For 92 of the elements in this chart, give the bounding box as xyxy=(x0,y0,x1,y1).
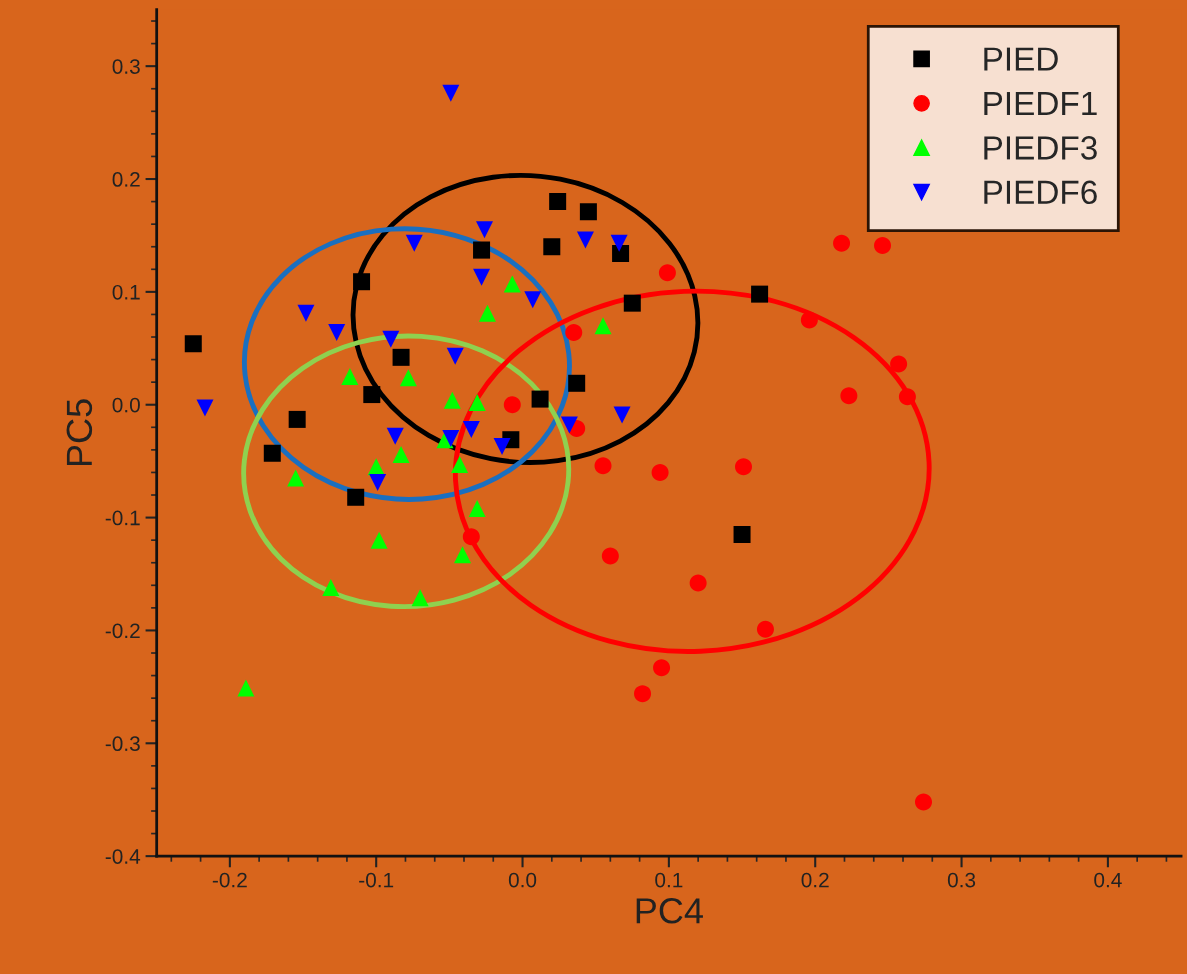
y-tick-label: 0.0 xyxy=(112,397,140,413)
point xyxy=(475,221,493,239)
point xyxy=(442,84,460,102)
point xyxy=(651,463,669,481)
point xyxy=(549,193,567,211)
point xyxy=(287,469,305,487)
point xyxy=(341,368,359,386)
point xyxy=(840,387,858,405)
point xyxy=(446,347,464,365)
x-tick-label: 0.0 xyxy=(508,872,537,888)
point xyxy=(524,291,542,309)
point xyxy=(751,285,769,303)
point xyxy=(874,237,892,255)
point xyxy=(623,294,641,312)
point xyxy=(579,203,597,221)
point xyxy=(462,421,480,439)
point xyxy=(468,393,486,411)
point xyxy=(454,546,472,564)
point xyxy=(568,374,586,392)
point xyxy=(369,474,387,492)
point xyxy=(405,234,423,252)
y-axis-title: PC5 xyxy=(66,399,93,466)
legend-label: PIED xyxy=(984,47,1058,71)
point xyxy=(322,579,340,597)
x-tick-label: 0.4 xyxy=(1094,872,1122,888)
point xyxy=(288,410,306,428)
point xyxy=(503,275,521,293)
point xyxy=(653,659,671,677)
point xyxy=(328,324,346,342)
point xyxy=(184,335,202,353)
point xyxy=(634,685,652,703)
point xyxy=(442,430,460,448)
x-tick-label: 0.1 xyxy=(655,872,683,888)
point xyxy=(733,526,751,544)
y-tick-label: -0.3 xyxy=(105,736,140,752)
point xyxy=(370,531,388,549)
point xyxy=(462,528,480,546)
point xyxy=(594,317,612,335)
point xyxy=(297,304,315,322)
point xyxy=(658,264,676,282)
point xyxy=(353,273,371,291)
y-tick-label: -0.2 xyxy=(105,623,140,639)
point xyxy=(443,391,461,409)
point xyxy=(689,574,707,592)
point xyxy=(833,234,851,252)
point xyxy=(612,245,630,263)
point xyxy=(543,238,561,256)
y-tick-label: 0.3 xyxy=(112,59,140,74)
point xyxy=(196,399,214,417)
x-tick-label: 0.2 xyxy=(801,872,829,888)
point xyxy=(576,231,594,249)
point xyxy=(890,355,908,373)
point xyxy=(451,456,469,474)
point xyxy=(237,679,255,697)
legend-label: PIEDF6 xyxy=(984,180,1097,205)
y-tick-label: 0.1 xyxy=(112,284,140,300)
point xyxy=(478,304,496,322)
point xyxy=(560,416,578,434)
point xyxy=(613,406,631,424)
point xyxy=(411,589,429,607)
point xyxy=(601,547,619,565)
point xyxy=(347,488,365,506)
legend-label: PIEDF3 xyxy=(984,136,1097,160)
point xyxy=(610,234,628,252)
point xyxy=(363,386,381,404)
x-tick-label: -0.2 xyxy=(212,872,247,888)
point xyxy=(756,620,774,638)
point xyxy=(468,500,486,518)
point xyxy=(382,330,400,348)
point xyxy=(392,348,410,366)
x-tick-label: -0.1 xyxy=(359,872,394,888)
point xyxy=(898,388,916,406)
point xyxy=(594,457,612,475)
point xyxy=(565,324,583,342)
point xyxy=(800,311,818,329)
point xyxy=(493,437,511,455)
x-axis-title: PC4 xyxy=(636,898,703,924)
point xyxy=(531,390,549,408)
point xyxy=(473,241,491,259)
point xyxy=(503,396,521,414)
point xyxy=(263,444,281,462)
point xyxy=(392,445,410,463)
point xyxy=(915,793,933,811)
point xyxy=(386,427,404,445)
y-tick-label: -0.1 xyxy=(105,510,140,526)
x-tick-label: 0.3 xyxy=(947,872,976,888)
legend-label: PIEDF1 xyxy=(984,92,1097,115)
y-tick-label: -0.4 xyxy=(105,849,141,864)
point xyxy=(735,458,753,476)
point xyxy=(399,369,417,387)
point xyxy=(473,268,491,286)
y-tick-label: 0.2 xyxy=(112,172,140,187)
